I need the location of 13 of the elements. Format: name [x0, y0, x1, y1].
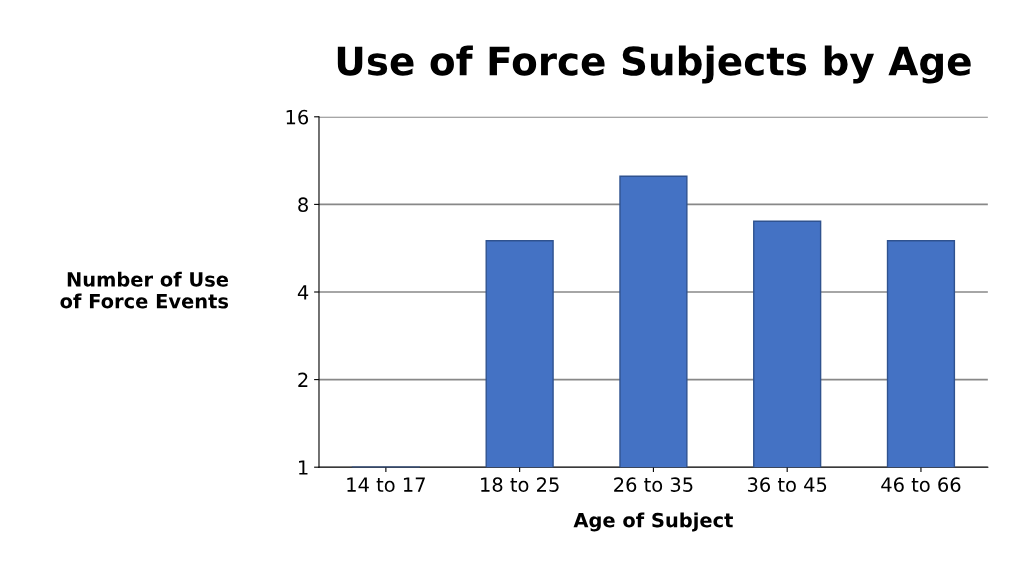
y-tick-label: 2 — [298, 372, 308, 387]
x-axis-title: Age of Subject — [573, 512, 733, 532]
x-tick-label: 14 to 17 — [347, 477, 425, 492]
y-tick-label: 16 — [286, 109, 309, 125]
x-tick-label: 36 to 45 — [747, 477, 827, 492]
x-tick-label: 18 to 25 — [481, 477, 559, 492]
y-axis-title: Number of Use of Force Events — [60, 271, 229, 309]
x-tick-label: 46 to 66 — [881, 477, 961, 492]
chart-title: Use of Force Subjects by Age — [337, 45, 971, 84]
y-tick-label: 8 — [298, 197, 308, 213]
y-tick-label: 1 — [299, 460, 308, 475]
x-tick-label: 26 to 35 — [614, 477, 693, 492]
y-tick-label: 4 — [297, 285, 309, 300]
